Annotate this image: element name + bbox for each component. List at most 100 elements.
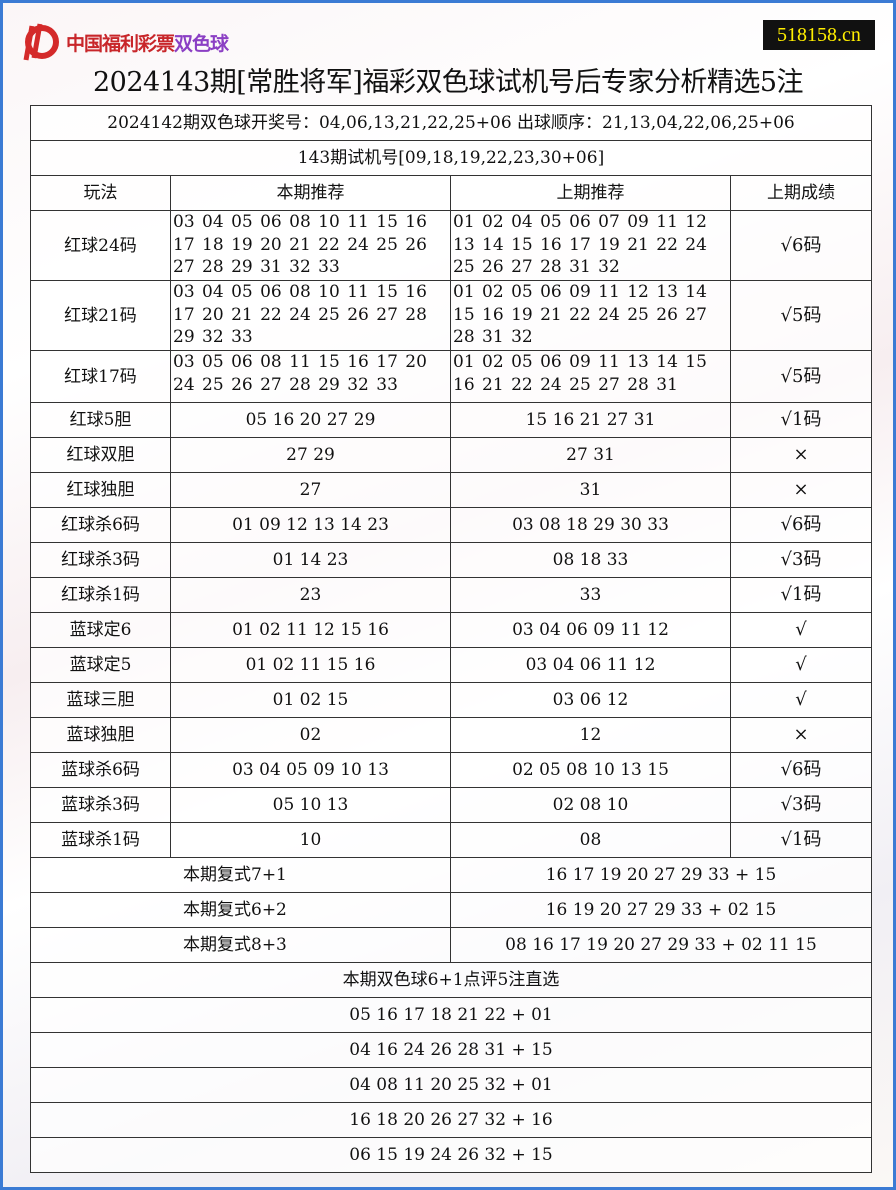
previous-result: √ — [730, 612, 872, 648]
previous-recommend: 01 02 05 06 09 11 13 14 15 16 21 22 24 2… — [450, 350, 731, 403]
pick-value: 04 16 24 26 28 31 + 15 — [30, 1032, 872, 1068]
combo-value: 16 17 19 20 27 29 33 + 15 — [450, 857, 872, 893]
table-row: 蓝球独胆 02 12 × — [30, 717, 872, 753]
pick-value: 04 08 11 20 25 32 + 01 — [30, 1067, 872, 1103]
previous-result: √3码 — [730, 542, 872, 578]
play-type: 蓝球定5 — [30, 647, 171, 683]
table-row: 蓝球定6 01 02 11 12 15 16 03 04 06 09 11 12 √ — [30, 612, 872, 648]
play-type: 蓝球杀6码 — [30, 752, 171, 788]
current-recommend: 03 05 06 08 11 15 16 17 20 24 25 26 27 2… — [170, 350, 451, 403]
previous-recommend: 27 31 — [450, 437, 731, 473]
page-title: 2024143期[常胜将军]福彩双色球试机号后专家分析精选5注 — [93, 67, 804, 98]
table-row: 红球独胆 27 31 × — [30, 472, 872, 508]
play-type: 蓝球杀1码 — [30, 822, 171, 858]
previous-result: × — [730, 437, 872, 473]
previous-result: √6码 — [730, 507, 872, 543]
test-number: 143期试机号[09,18,19,22,23,30+06] — [30, 140, 872, 176]
pick-row: 04 08 11 20 25 32 + 01 — [30, 1067, 872, 1103]
previous-recommend: 12 — [450, 717, 731, 753]
combo-row: 本期复式7+1 16 17 19 20 27 29 33 + 15 — [30, 857, 872, 893]
table-row: 红球17码 03 05 06 08 11 15 16 17 20 24 25 26… — [30, 350, 872, 403]
previous-result: √6码 — [730, 210, 872, 281]
table-row: 红球杀1码 23 33 √1码 — [30, 577, 872, 613]
play-type: 蓝球独胆 — [30, 717, 171, 753]
current-recommend: 05 16 20 27 29 — [170, 402, 451, 438]
current-recommend: 01 02 11 12 15 16 — [170, 612, 451, 648]
table-row: 蓝球杀1码 10 08 √1码 — [30, 822, 872, 858]
previous-recommend: 33 — [450, 577, 731, 613]
play-type: 红球17码 — [30, 350, 171, 403]
play-type: 蓝球定6 — [30, 612, 171, 648]
picks-title: 本期双色球6+1点评5注直选 — [30, 962, 872, 998]
combo-value: 16 19 20 27 29 33 + 02 15 — [450, 892, 872, 928]
current-recommend: 01 14 23 — [170, 542, 451, 578]
combo-label: 本期复式7+1 — [30, 857, 451, 893]
current-recommend: 03 04 05 06 08 10 11 15 16 17 20 21 22 2… — [170, 280, 451, 351]
previous-result: √1码 — [730, 822, 872, 858]
current-recommend: 02 — [170, 717, 451, 753]
pick-row: 04 16 24 26 28 31 + 15 — [30, 1032, 872, 1068]
pick-value: 16 18 20 26 27 32 + 16 — [30, 1102, 872, 1138]
previous-result: √6码 — [730, 752, 872, 788]
logo: 中国福利彩票双色球 — [18, 22, 229, 62]
current-recommend: 27 — [170, 472, 451, 508]
table-row: 红球21码 03 04 05 06 08 10 11 15 16 17 20 21… — [30, 280, 872, 351]
draw-row: 2024142期双色球开奖号：04,06,13,21,22,25+06 出球顺序… — [30, 105, 872, 141]
forecast-table: 2024142期双色球开奖号：04,06,13,21,22,25+06 出球顺序… — [30, 105, 872, 1173]
current-recommend: 01 02 15 — [170, 682, 451, 718]
pick-value: 05 16 17 18 21 22 + 01 — [30, 997, 872, 1033]
combo-value: 08 16 17 19 20 27 29 33 + 02 11 15 — [450, 927, 872, 963]
test-row: 143期试机号[09,18,19,22,23,30+06] — [30, 140, 872, 176]
current-recommend: 01 02 11 15 16 — [170, 647, 451, 683]
play-type: 红球24码 — [30, 210, 171, 281]
previous-recommend: 08 — [450, 822, 731, 858]
table-row: 蓝球杀3码 05 10 13 02 08 10 √3码 — [30, 787, 872, 823]
previous-recommend: 03 04 06 11 12 — [450, 647, 731, 683]
play-type: 红球杀6码 — [30, 507, 171, 543]
play-type: 蓝球杀3码 — [30, 787, 171, 823]
play-type: 红球5胆 — [30, 402, 171, 438]
combo-row: 本期复式6+2 16 19 20 27 29 33 + 02 15 — [30, 892, 872, 928]
draw-info: 2024142期双色球开奖号：04,06,13,21,22,25+06 出球顺序… — [30, 105, 872, 141]
previous-recommend: 02 08 10 — [450, 787, 731, 823]
table-row: 红球杀3码 01 14 23 08 18 33 √3码 — [30, 542, 872, 578]
combo-row: 本期复式8+3 08 16 17 19 20 27 29 33 + 02 11 1… — [30, 927, 872, 963]
previous-recommend: 03 06 12 — [450, 682, 731, 718]
previous-recommend: 01 02 05 06 09 11 12 13 14 15 16 19 21 2… — [450, 280, 731, 351]
table-row: 红球双胆 27 29 27 31 × — [30, 437, 872, 473]
previous-recommend: 02 05 08 10 13 15 — [450, 752, 731, 788]
previous-result: √1码 — [730, 577, 872, 613]
pick-row: 16 18 20 26 27 32 + 16 — [30, 1102, 872, 1138]
table-row: 蓝球三胆 01 02 15 03 06 12 √ — [30, 682, 872, 718]
previous-recommend: 03 04 06 09 11 12 — [450, 612, 731, 648]
table-row: 蓝球杀6码 03 04 05 09 10 13 02 05 08 10 13 15 √… — [30, 752, 872, 788]
previous-result: √3码 — [730, 787, 872, 823]
play-type: 红球杀3码 — [30, 542, 171, 578]
col-header: 玩法 — [30, 175, 171, 211]
previous-recommend: 15 16 21 27 31 — [450, 402, 731, 438]
table-row: 红球杀6码 01 09 12 13 14 23 03 08 18 29 30 33 √… — [30, 507, 872, 543]
pick-row: 05 16 17 18 21 22 + 01 — [30, 997, 872, 1033]
play-type: 红球双胆 — [30, 437, 171, 473]
picks-title-row: 本期双色球6+1点评5注直选 — [30, 962, 872, 998]
previous-result: √ — [730, 647, 872, 683]
current-recommend: 23 — [170, 577, 451, 613]
current-recommend: 01 09 12 13 14 23 — [170, 507, 451, 543]
play-type: 红球独胆 — [30, 472, 171, 508]
previous-result: √5码 — [730, 350, 872, 403]
previous-result: × — [730, 472, 872, 508]
previous-result: √5码 — [730, 280, 872, 351]
combo-label: 本期复式8+3 — [30, 927, 451, 963]
previous-recommend: 01 02 04 05 06 07 09 11 12 13 14 15 16 1… — [450, 210, 731, 281]
current-recommend: 27 29 — [170, 437, 451, 473]
previous-result: × — [730, 717, 872, 753]
previous-recommend: 08 18 33 — [450, 542, 731, 578]
previous-result: √1码 — [730, 402, 872, 438]
table-row: 红球24码 03 04 05 06 08 10 11 15 16 17 18 19… — [30, 210, 872, 281]
table-row: 红球5胆 05 16 20 27 29 15 16 21 27 31 √1码 — [30, 402, 872, 438]
pick-value: 06 15 19 24 26 32 + 15 — [30, 1137, 872, 1173]
current-recommend: 03 04 05 09 10 13 — [170, 752, 451, 788]
play-type: 红球杀1码 — [30, 577, 171, 613]
col-header: 本期推荐 — [170, 175, 451, 211]
